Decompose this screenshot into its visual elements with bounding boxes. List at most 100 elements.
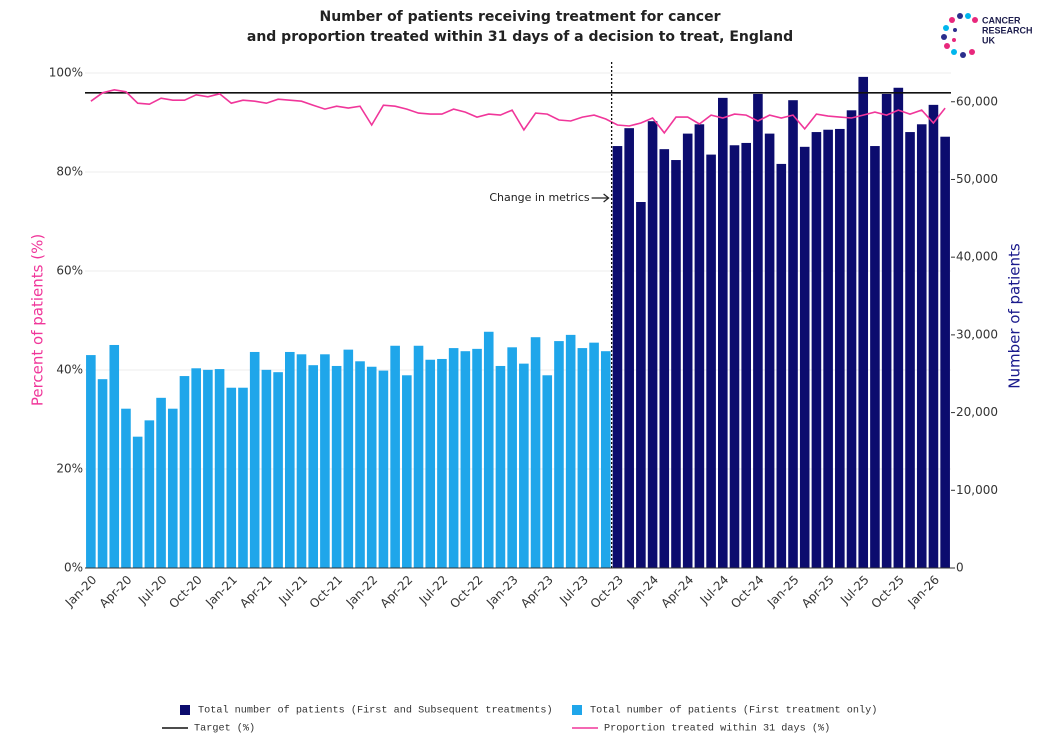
bar: [600, 351, 611, 568]
bar: [671, 160, 681, 569]
bar: [507, 347, 517, 568]
y-tick-label: 0%: [64, 561, 83, 575]
bar: [717, 97, 728, 568]
bar: [846, 110, 857, 569]
bar: [870, 146, 880, 568]
bar: [448, 348, 459, 568]
x-tick-label: Oct-21: [307, 573, 345, 611]
y2-tick-label: 20,000: [956, 405, 998, 419]
x-tick-label: Oct-24: [728, 573, 766, 611]
bar: [659, 149, 670, 568]
x-tick-label: Oct-20: [166, 573, 204, 611]
x-tick-label: Apr-22: [378, 573, 416, 611]
y2-tick-label: 0: [956, 561, 964, 575]
bar: [413, 345, 424, 568]
bar: [460, 351, 471, 568]
y-tick-label: 40%: [56, 363, 83, 377]
x-tick-label: Jul-25: [837, 573, 872, 608]
bar: [284, 351, 295, 568]
bar: [320, 354, 330, 568]
bar: [296, 354, 307, 568]
bar: [577, 348, 588, 568]
x-tick-label: Jan-22: [343, 573, 381, 611]
legend-swatch: [180, 705, 190, 715]
bar: [437, 358, 447, 568]
y-tick-label: 100%: [49, 66, 83, 80]
bar: [823, 129, 833, 568]
bar: [472, 348, 482, 568]
legend-label: Total number of patients (First treatmen…: [590, 705, 877, 717]
bar: [378, 370, 389, 568]
annotation-arrow: [591, 193, 610, 203]
bar: [940, 136, 950, 568]
bar: [811, 132, 822, 568]
y-tick-label: 80%: [56, 165, 83, 179]
x-tick-label: Apr-25: [799, 573, 837, 611]
bar: [624, 128, 634, 569]
bar: [261, 369, 272, 568]
bar: [799, 146, 810, 568]
bar: [706, 154, 716, 569]
x-tick-label: Oct-22: [447, 573, 485, 611]
bar: [238, 387, 248, 568]
bar: [542, 375, 553, 568]
x-tick-label: Jul-24: [697, 573, 732, 608]
bar: [483, 331, 494, 568]
x-tick-label: Apr-23: [518, 573, 556, 611]
bar: [86, 355, 96, 568]
bar: [835, 128, 845, 568]
bar: [109, 344, 120, 568]
bar: [741, 142, 752, 569]
bar: [881, 93, 892, 568]
bar: [495, 365, 506, 568]
bar: [554, 341, 564, 568]
bar: [331, 365, 342, 568]
x-tick-label: Jan-26: [904, 573, 942, 611]
bar: [191, 368, 201, 568]
x-tick-label: Jan-23: [483, 573, 521, 611]
bar: [612, 146, 623, 568]
bar: [144, 420, 155, 568]
legend-label: Target (%): [194, 723, 255, 735]
logo-text: RESEARCH: [982, 25, 1033, 35]
y2-axis-label: Number of patients: [1006, 243, 1024, 389]
bar: [858, 76, 869, 568]
y-axis-label: Percent of patients (%): [29, 234, 47, 406]
annotation: Change in metrics: [489, 191, 590, 204]
bar: [156, 397, 166, 568]
bar: [753, 93, 763, 568]
legend-label: Total number of patients (First and Subs…: [198, 705, 553, 717]
bar: [636, 201, 646, 568]
bar: [97, 379, 108, 568]
bar: [402, 375, 412, 568]
bar: [589, 342, 599, 568]
bar: [647, 121, 658, 569]
x-tick-label: Jul-20: [135, 573, 170, 608]
y-tick-label: 20%: [56, 462, 83, 476]
line: [90, 88, 946, 135]
bar: [729, 145, 740, 569]
bar: [776, 163, 787, 568]
bar: [425, 359, 436, 568]
x-tick-label: Apr-20: [97, 573, 135, 611]
bar: [764, 133, 775, 568]
bar: [167, 408, 178, 568]
x-tick-label: Jan-20: [62, 573, 100, 611]
chart-title: and proportion treated within 31 days of…: [247, 29, 793, 45]
bar: [905, 132, 915, 568]
chart-title: Number of patients receiving treatment f…: [320, 9, 721, 25]
logo-icon: [941, 13, 978, 58]
bar: [530, 337, 541, 568]
y2-tick-label: 10,000: [956, 483, 998, 497]
bar: [355, 361, 365, 568]
bar: [390, 345, 400, 568]
y2-tick-label: 30,000: [956, 327, 998, 341]
x-tick-label: Jul-22: [416, 573, 451, 608]
x-tick-label: Jan-21: [202, 573, 240, 611]
bar: [179, 376, 190, 568]
bar: [203, 369, 213, 568]
logo-text: CANCER: [982, 15, 1021, 25]
x-tick-label: Jan-24: [624, 573, 662, 611]
y-tick-label: 60%: [56, 264, 83, 278]
